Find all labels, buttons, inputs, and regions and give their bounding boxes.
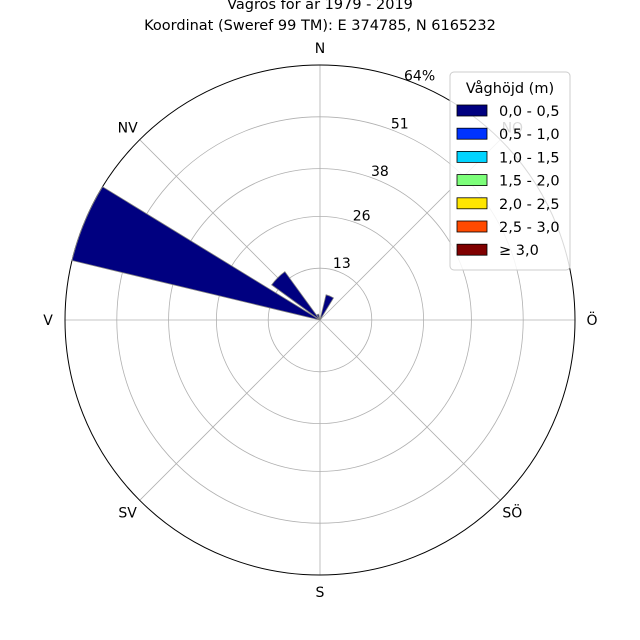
radial-tick-label: 51 xyxy=(391,116,409,132)
chart-title: Vågros för år 1979 - 2019 xyxy=(227,0,413,13)
grid-spoke-5 xyxy=(139,319,321,501)
sector-bar-0-0 xyxy=(319,294,335,321)
sector-bar-2-0 xyxy=(271,271,321,321)
legend-label-5: 2,5 - 3,0 xyxy=(499,220,560,236)
legend-label-2: 1,0 - 1,5 xyxy=(499,150,560,166)
direction-label-4: S xyxy=(316,585,325,601)
legend-title: Våghöjd (m) xyxy=(466,80,554,97)
legend: Våghöjd (m) 0,0 - 0,5 0,5 - 1,0 1,0 - 1,5 1,… xyxy=(449,71,571,271)
legend-swatch-5 xyxy=(456,220,488,233)
outer-ring xyxy=(64,64,576,576)
chart-subtitle: Koordinat (Sweref 99 TM): E 374785, N 61… xyxy=(144,18,496,34)
direction-label-2: Ö xyxy=(586,311,597,329)
direction-label-0: N xyxy=(315,41,325,57)
radial-tick-label: 64% xyxy=(404,68,435,84)
direction-label-3: SÖ xyxy=(502,503,522,521)
radial-tick-label: 26 xyxy=(353,208,371,224)
grid-spoke-3 xyxy=(319,319,501,501)
legend-label-4: 2,0 - 2,5 xyxy=(499,197,560,213)
direction-label-6: V xyxy=(43,313,53,329)
legend-swatch-3 xyxy=(456,174,488,187)
legend-swatch-6 xyxy=(456,243,488,256)
sector-bars xyxy=(71,186,335,321)
radial-tick-labels: 13 26 38 51 64% xyxy=(333,68,435,272)
polar-grid xyxy=(64,64,576,576)
direction-label-5: SV xyxy=(118,505,137,521)
radial-tick-label: 13 xyxy=(333,256,351,272)
legend-swatch-4 xyxy=(456,197,488,210)
legend-label-6: ≥ 3,0 xyxy=(499,243,539,259)
sector-bar-3-0 xyxy=(71,186,321,321)
legend-label-3: 1,5 - 2,0 xyxy=(499,174,560,190)
legend-swatch-0 xyxy=(456,104,488,117)
radial-tick-label: 38 xyxy=(371,164,389,180)
legend-label-0: 0,0 - 0,5 xyxy=(499,104,560,120)
legend-box xyxy=(449,71,571,271)
legend-label-1: 0,5 - 1,0 xyxy=(499,127,560,143)
legend-swatch-2 xyxy=(456,150,488,163)
direction-label-7: NV xyxy=(118,121,138,137)
legend-swatch-1 xyxy=(456,127,488,140)
